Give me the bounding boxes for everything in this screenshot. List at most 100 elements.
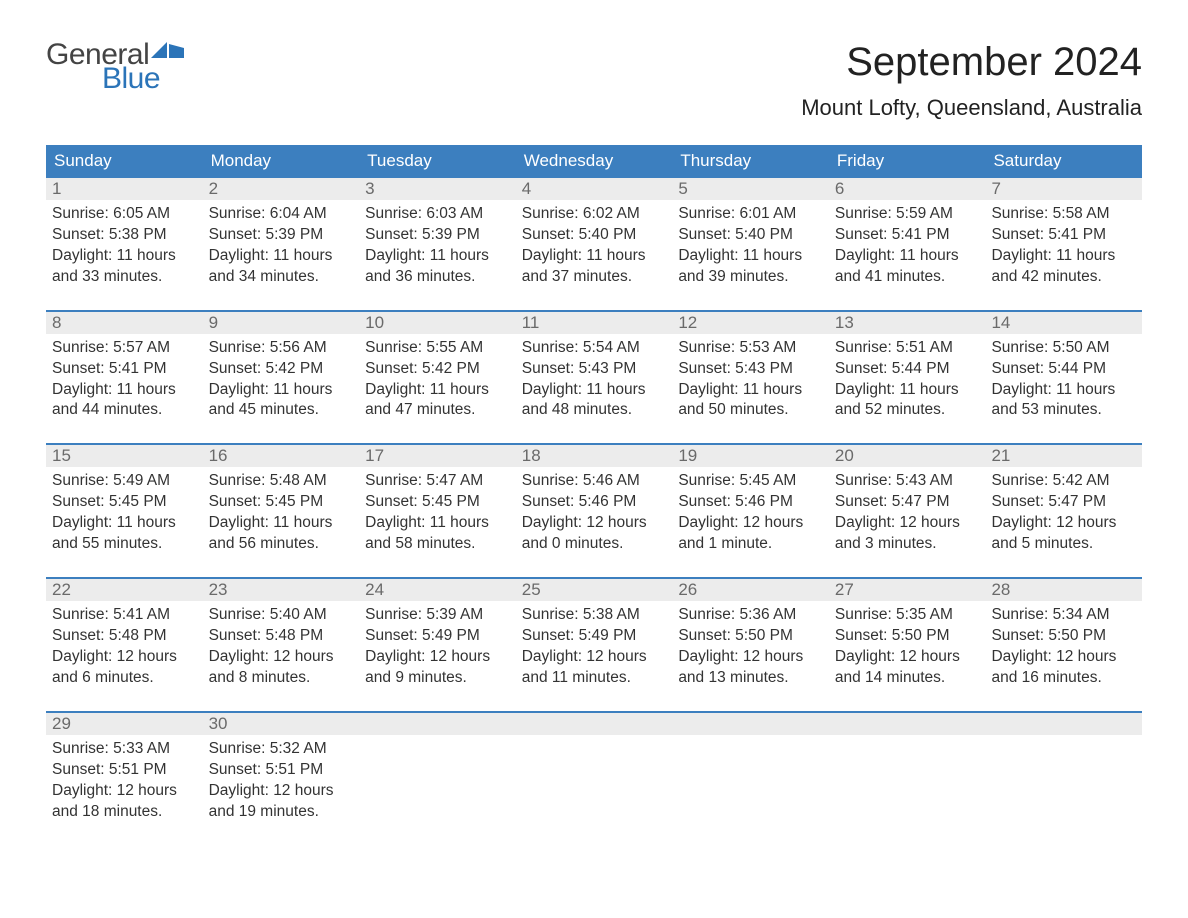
day-number: 11	[516, 312, 673, 334]
day-number: 3	[359, 178, 516, 200]
daylight-text: Daylight: 11 hours and 47 minutes.	[365, 380, 510, 422]
day-cell: Sunrise: 5:35 AMSunset: 5:50 PMDaylight:…	[829, 601, 986, 711]
day-cell: Sunrise: 5:54 AMSunset: 5:43 PMDaylight:…	[516, 334, 673, 444]
day-number: 2	[203, 178, 360, 200]
sunrise-text: Sunrise: 5:55 AM	[365, 338, 510, 359]
weekday-header: Saturday	[985, 145, 1142, 178]
day-cell: Sunrise: 5:43 AMSunset: 5:47 PMDaylight:…	[829, 467, 986, 577]
day-cell: Sunrise: 5:38 AMSunset: 5:49 PMDaylight:…	[516, 601, 673, 711]
day-cell: Sunrise: 5:39 AMSunset: 5:49 PMDaylight:…	[359, 601, 516, 711]
logo-text-blue: Blue	[102, 64, 185, 94]
daylight-text: Daylight: 12 hours and 19 minutes.	[209, 781, 354, 823]
sunset-text: Sunset: 5:41 PM	[991, 225, 1136, 246]
sunset-text: Sunset: 5:49 PM	[522, 626, 667, 647]
sunrise-text: Sunrise: 5:59 AM	[835, 204, 980, 225]
sunset-text: Sunset: 5:46 PM	[678, 492, 823, 513]
daylight-text: Daylight: 11 hours and 33 minutes.	[52, 246, 197, 288]
day-cell: Sunrise: 5:34 AMSunset: 5:50 PMDaylight:…	[985, 601, 1142, 711]
sunset-text: Sunset: 5:42 PM	[209, 359, 354, 380]
daylight-text: Daylight: 12 hours and 18 minutes.	[52, 781, 197, 823]
header: General Blue September 2024 Mount Lofty,…	[46, 40, 1142, 121]
daylight-text: Daylight: 11 hours and 36 minutes.	[365, 246, 510, 288]
sunset-text: Sunset: 5:43 PM	[678, 359, 823, 380]
day-cell: Sunrise: 5:41 AMSunset: 5:48 PMDaylight:…	[46, 601, 203, 711]
sunset-text: Sunset: 5:42 PM	[365, 359, 510, 380]
sunset-text: Sunset: 5:41 PM	[52, 359, 197, 380]
day-cell: Sunrise: 5:42 AMSunset: 5:47 PMDaylight:…	[985, 467, 1142, 577]
sunrise-text: Sunrise: 6:04 AM	[209, 204, 354, 225]
weekday-header: Tuesday	[359, 145, 516, 178]
day-cell: Sunrise: 5:33 AMSunset: 5:51 PMDaylight:…	[46, 735, 203, 845]
daylight-text: Daylight: 11 hours and 50 minutes.	[678, 380, 823, 422]
day-cell: Sunrise: 5:47 AMSunset: 5:45 PMDaylight:…	[359, 467, 516, 577]
day-cell: Sunrise: 6:03 AMSunset: 5:39 PMDaylight:…	[359, 200, 516, 310]
day-number: 18	[516, 445, 673, 467]
sunset-text: Sunset: 5:51 PM	[209, 760, 354, 781]
day-number: 14	[985, 312, 1142, 334]
sunset-text: Sunset: 5:47 PM	[991, 492, 1136, 513]
daylight-text: Daylight: 11 hours and 42 minutes.	[991, 246, 1136, 288]
day-cell: Sunrise: 5:57 AMSunset: 5:41 PMDaylight:…	[46, 334, 203, 444]
daylight-text: Daylight: 11 hours and 56 minutes.	[209, 513, 354, 555]
sunset-text: Sunset: 5:39 PM	[209, 225, 354, 246]
day-cell: Sunrise: 6:01 AMSunset: 5:40 PMDaylight:…	[672, 200, 829, 310]
sunrise-text: Sunrise: 5:50 AM	[991, 338, 1136, 359]
day-cell: Sunrise: 5:56 AMSunset: 5:42 PMDaylight:…	[203, 334, 360, 444]
sunrise-text: Sunrise: 5:38 AM	[522, 605, 667, 626]
sunrise-text: Sunrise: 5:40 AM	[209, 605, 354, 626]
day-number: 5	[672, 178, 829, 200]
day-cell: Sunrise: 5:59 AMSunset: 5:41 PMDaylight:…	[829, 200, 986, 310]
calendar: Sunday Monday Tuesday Wednesday Thursday…	[46, 145, 1142, 844]
calendar-week: 2930 Sunrise: 5:33 AMSunset: 5:51 PMDayl…	[46, 711, 1142, 845]
day-cell	[516, 735, 673, 845]
day-cell: Sunrise: 5:32 AMSunset: 5:51 PMDaylight:…	[203, 735, 360, 845]
day-number: 12	[672, 312, 829, 334]
day-cell: Sunrise: 6:02 AMSunset: 5:40 PMDaylight:…	[516, 200, 673, 310]
daylight-text: Daylight: 11 hours and 34 minutes.	[209, 246, 354, 288]
sunrise-text: Sunrise: 5:57 AM	[52, 338, 197, 359]
sunset-text: Sunset: 5:40 PM	[678, 225, 823, 246]
day-number: 6	[829, 178, 986, 200]
location: Mount Lofty, Queensland, Australia	[801, 95, 1142, 121]
sunrise-text: Sunrise: 5:39 AM	[365, 605, 510, 626]
day-cell: Sunrise: 6:04 AMSunset: 5:39 PMDaylight:…	[203, 200, 360, 310]
day-cell: Sunrise: 5:53 AMSunset: 5:43 PMDaylight:…	[672, 334, 829, 444]
sunset-text: Sunset: 5:39 PM	[365, 225, 510, 246]
sunset-text: Sunset: 5:47 PM	[835, 492, 980, 513]
logo: General Blue	[46, 40, 185, 94]
day-cell: Sunrise: 5:49 AMSunset: 5:45 PMDaylight:…	[46, 467, 203, 577]
sunrise-text: Sunrise: 5:35 AM	[835, 605, 980, 626]
day-number: 15	[46, 445, 203, 467]
day-number: 8	[46, 312, 203, 334]
daylight-text: Daylight: 11 hours and 37 minutes.	[522, 246, 667, 288]
day-number: 10	[359, 312, 516, 334]
daylight-text: Daylight: 12 hours and 11 minutes.	[522, 647, 667, 689]
sunrise-text: Sunrise: 5:33 AM	[52, 739, 197, 760]
day-cell	[829, 735, 986, 845]
sunrise-text: Sunrise: 6:02 AM	[522, 204, 667, 225]
sunset-text: Sunset: 5:40 PM	[522, 225, 667, 246]
weekday-header-row: Sunday Monday Tuesday Wednesday Thursday…	[46, 145, 1142, 178]
month-title: September 2024	[801, 40, 1142, 85]
day-cell: Sunrise: 5:58 AMSunset: 5:41 PMDaylight:…	[985, 200, 1142, 310]
sunrise-text: Sunrise: 5:43 AM	[835, 471, 980, 492]
day-cell: Sunrise: 5:45 AMSunset: 5:46 PMDaylight:…	[672, 467, 829, 577]
day-number: 30	[203, 713, 360, 735]
sunrise-text: Sunrise: 5:53 AM	[678, 338, 823, 359]
sunrise-text: Sunrise: 5:32 AM	[209, 739, 354, 760]
day-number: 9	[203, 312, 360, 334]
weekday-header: Monday	[203, 145, 360, 178]
sunrise-text: Sunrise: 5:56 AM	[209, 338, 354, 359]
daylight-text: Daylight: 12 hours and 3 minutes.	[835, 513, 980, 555]
day-cell: Sunrise: 5:50 AMSunset: 5:44 PMDaylight:…	[985, 334, 1142, 444]
sunset-text: Sunset: 5:48 PM	[209, 626, 354, 647]
day-number	[359, 713, 516, 735]
sunset-text: Sunset: 5:41 PM	[835, 225, 980, 246]
sunset-text: Sunset: 5:50 PM	[835, 626, 980, 647]
weekday-header: Wednesday	[516, 145, 673, 178]
daylight-text: Daylight: 12 hours and 8 minutes.	[209, 647, 354, 689]
day-number: 7	[985, 178, 1142, 200]
day-number: 20	[829, 445, 986, 467]
daylight-text: Daylight: 11 hours and 39 minutes.	[678, 246, 823, 288]
day-number	[985, 713, 1142, 735]
